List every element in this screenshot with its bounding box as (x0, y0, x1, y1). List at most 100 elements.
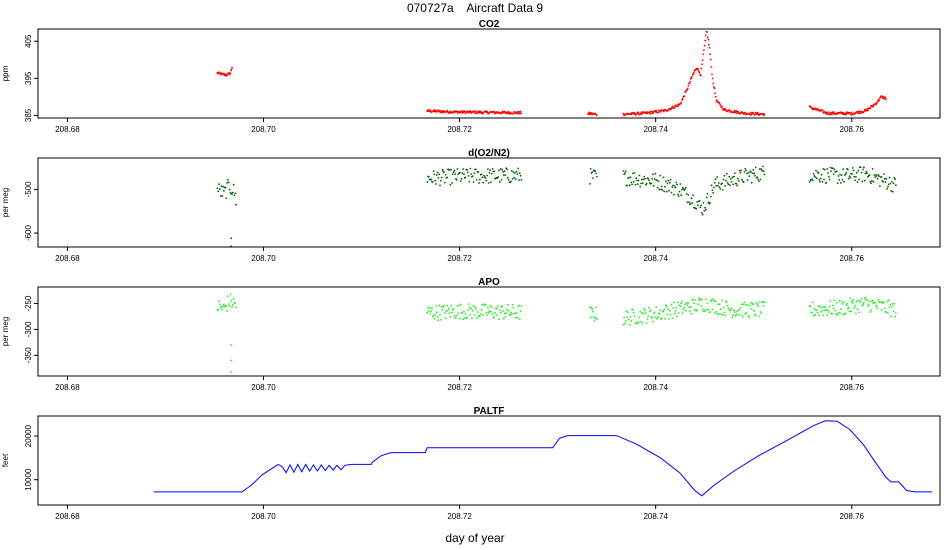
d-o2-n2-data-point (740, 169, 743, 172)
apo-data-point (674, 310, 677, 312)
co2-data-point (507, 110, 510, 113)
d-o2-n2-data-point (231, 193, 233, 195)
d-o2-n2-data-point (746, 179, 749, 181)
d-o2-n2-data-point (222, 185, 225, 188)
apo-data-point (733, 311, 736, 313)
apo-data-point (885, 311, 888, 314)
co2-data-point (701, 63, 703, 66)
co2-data-point (688, 82, 691, 85)
d-o2-n2-data-point (448, 169, 451, 172)
d-o2-n2-data-point (487, 182, 490, 184)
d-o2-n2-data-point (709, 195, 712, 198)
apo-data-point (847, 306, 850, 309)
d-o2-n2-data-point (839, 182, 842, 184)
d-o2-n2-data-point (507, 178, 510, 181)
d-o2-n2-data-point (455, 179, 458, 181)
d-o2-n2-plot-frame (37, 157, 941, 248)
d-o2-n2-data-point (752, 169, 755, 171)
apo-data-point (470, 307, 472, 310)
d-o2-n2-data-point (443, 171, 445, 174)
apo-data-point (713, 312, 716, 314)
apo-data-point (519, 310, 522, 313)
d-o2-n2-data-point (758, 168, 761, 171)
apo-data-point (851, 301, 854, 304)
d-o2-n2-data-point (685, 193, 688, 195)
co2-data-point (710, 66, 713, 68)
d-o2-n2-data-point (737, 180, 740, 182)
apo-data-point (866, 298, 868, 301)
apo-data-point (632, 308, 634, 311)
apo-data-point (490, 306, 493, 309)
d-o2-n2-data-point (741, 178, 743, 181)
apo-data-point (726, 304, 729, 307)
d-o2-n2-data-point (220, 185, 223, 188)
co2-data-point (701, 59, 704, 61)
co2-data-point (749, 113, 751, 116)
co2-points-group (216, 30, 887, 117)
co2-data-point (229, 72, 232, 75)
apo-data-point (449, 316, 452, 318)
d-o2-n2-data-point (757, 178, 759, 181)
co2-data-point (700, 67, 703, 70)
apo-data-point (689, 306, 692, 309)
apo-data-point (590, 306, 593, 309)
apo-data-point (451, 311, 453, 314)
d-o2-n2-data-point (510, 180, 512, 183)
apo-data-point (509, 314, 512, 317)
d-o2-n2-data-point (232, 183, 235, 186)
d-o2-n2-data-point (679, 183, 682, 185)
apo-data-point (502, 317, 505, 320)
d-o2-n2-data-point (689, 202, 692, 205)
d-o2-n2-data-point (687, 194, 690, 196)
d-o2-n2-data-point (481, 176, 484, 179)
co2-data-point (744, 111, 746, 114)
apo-data-point (676, 315, 678, 318)
d-o2-n2-data-point (653, 178, 656, 180)
d-o2-n2-data-point (695, 207, 698, 210)
apo-data-point (763, 301, 766, 304)
apo-data-point (627, 311, 629, 314)
apo-data-point (659, 309, 662, 311)
apo-data-point (514, 312, 516, 315)
apo-data-point (693, 302, 695, 304)
d-o2-n2-data-point (226, 182, 229, 184)
apo-data-point (711, 308, 714, 311)
co2-data-point (702, 53, 705, 56)
apo-data-point (835, 301, 838, 304)
apo-data-point (429, 312, 432, 315)
co2-data-point (867, 109, 869, 112)
d-o2-n2-data-point (812, 173, 815, 175)
apo-data-point (853, 306, 856, 309)
apo-data-point (714, 300, 717, 303)
apo-data-point (495, 314, 498, 317)
d-o2-n2-data-point (592, 177, 594, 180)
d-o2-n2-data-point (518, 172, 521, 175)
d-o2-n2-data-point (644, 177, 646, 180)
d-o2-n2-x-tick-label: 208.72 (447, 254, 472, 263)
apo-points-group (216, 293, 897, 373)
d-o2-n2-data-point (664, 180, 667, 183)
apo-data-point (743, 301, 746, 303)
apo-data-point (868, 300, 871, 302)
apo-data-point (453, 314, 456, 317)
co2-data-point (850, 111, 853, 114)
d-o2-n2-data-point (660, 188, 662, 191)
co2-data-point (878, 99, 881, 102)
apo-data-point (759, 310, 762, 313)
d-o2-n2-data-point (885, 177, 888, 180)
apo-data-point (734, 314, 737, 317)
apo-data-point (689, 310, 691, 313)
d-o2-n2-data-point (871, 168, 874, 170)
apo-data-point (890, 315, 892, 318)
d-o2-n2-data-point (502, 174, 505, 176)
co2-data-point (463, 110, 466, 113)
d-o2-n2-data-point (504, 174, 507, 177)
apo-data-point (452, 308, 455, 310)
d-o2-n2-data-point (842, 168, 845, 171)
d-o2-n2-data-point (818, 179, 821, 181)
apo-data-point (435, 305, 437, 307)
d-o2-n2-data-point (871, 179, 873, 182)
apo-data-point (445, 310, 448, 313)
apo-data-point (867, 305, 869, 307)
